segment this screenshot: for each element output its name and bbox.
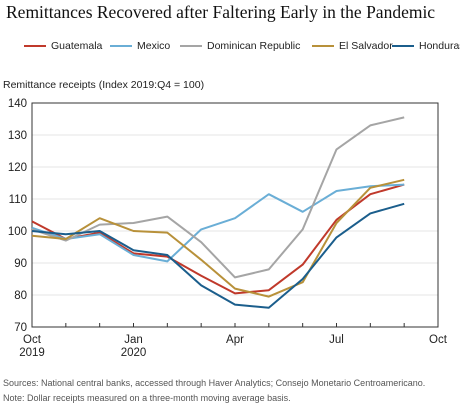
y-tick-label: 90	[14, 258, 27, 270]
x-tick-label: Oct	[23, 334, 42, 346]
legend-label: Mexico	[137, 40, 171, 52]
legend: Guatemala Mexico Dominican Republic El Salv…	[24, 40, 460, 54]
y-tick-label: 140	[8, 98, 27, 110]
y-axis-label: Remittance receipts (Index 2019:Q4 = 100…	[3, 79, 205, 91]
legend-label: Honduras	[419, 40, 460, 52]
legend-label: Guatemala	[51, 40, 103, 52]
series-line-mexico	[31, 183, 405, 263]
series-line-honduras	[31, 202, 405, 309]
legend-item: El Salvador	[312, 40, 393, 52]
x-tick-label: Jul	[329, 334, 344, 346]
series-line-guatemala	[31, 183, 405, 295]
legend-swatch	[180, 45, 202, 47]
y-tick-label: 110	[9, 194, 27, 206]
x-tick-label: Oct	[429, 334, 448, 346]
legend-label: El Salvador	[339, 40, 393, 52]
x-tick-label-year: 2020	[121, 347, 147, 359]
x-tick-label: Jan	[124, 334, 143, 346]
x-tick-label: Apr	[226, 334, 244, 346]
x-tick-label-year: 2019	[19, 347, 45, 359]
chart-title: Remittances Recovered after Faltering Ea…	[6, 2, 436, 22]
legend-swatch	[24, 45, 46, 47]
y-tick-label: 100	[8, 226, 27, 238]
legend-item: Mexico	[110, 40, 170, 52]
legend-item: Guatemala	[24, 40, 102, 52]
y-tick-label: 80	[14, 290, 27, 302]
y-tick-label: 130	[8, 130, 27, 142]
legend-swatch	[392, 45, 414, 47]
legend-item: Dominican Republic	[180, 40, 300, 52]
source-note: Sources: National central banks, accesse…	[3, 378, 426, 388]
legend-swatch	[312, 45, 334, 47]
series-line-dominican-republic	[31, 116, 405, 279]
footnote: Note: Dollar receipts measured on a thre…	[3, 393, 291, 403]
y-tick-label: 70	[14, 322, 27, 334]
y-tick-label: 120	[8, 162, 27, 174]
legend-swatch	[110, 45, 132, 47]
legend-label: Dominican Republic	[207, 40, 301, 52]
series-line-el-salvador	[31, 178, 405, 298]
legend-item: Honduras	[392, 40, 460, 52]
